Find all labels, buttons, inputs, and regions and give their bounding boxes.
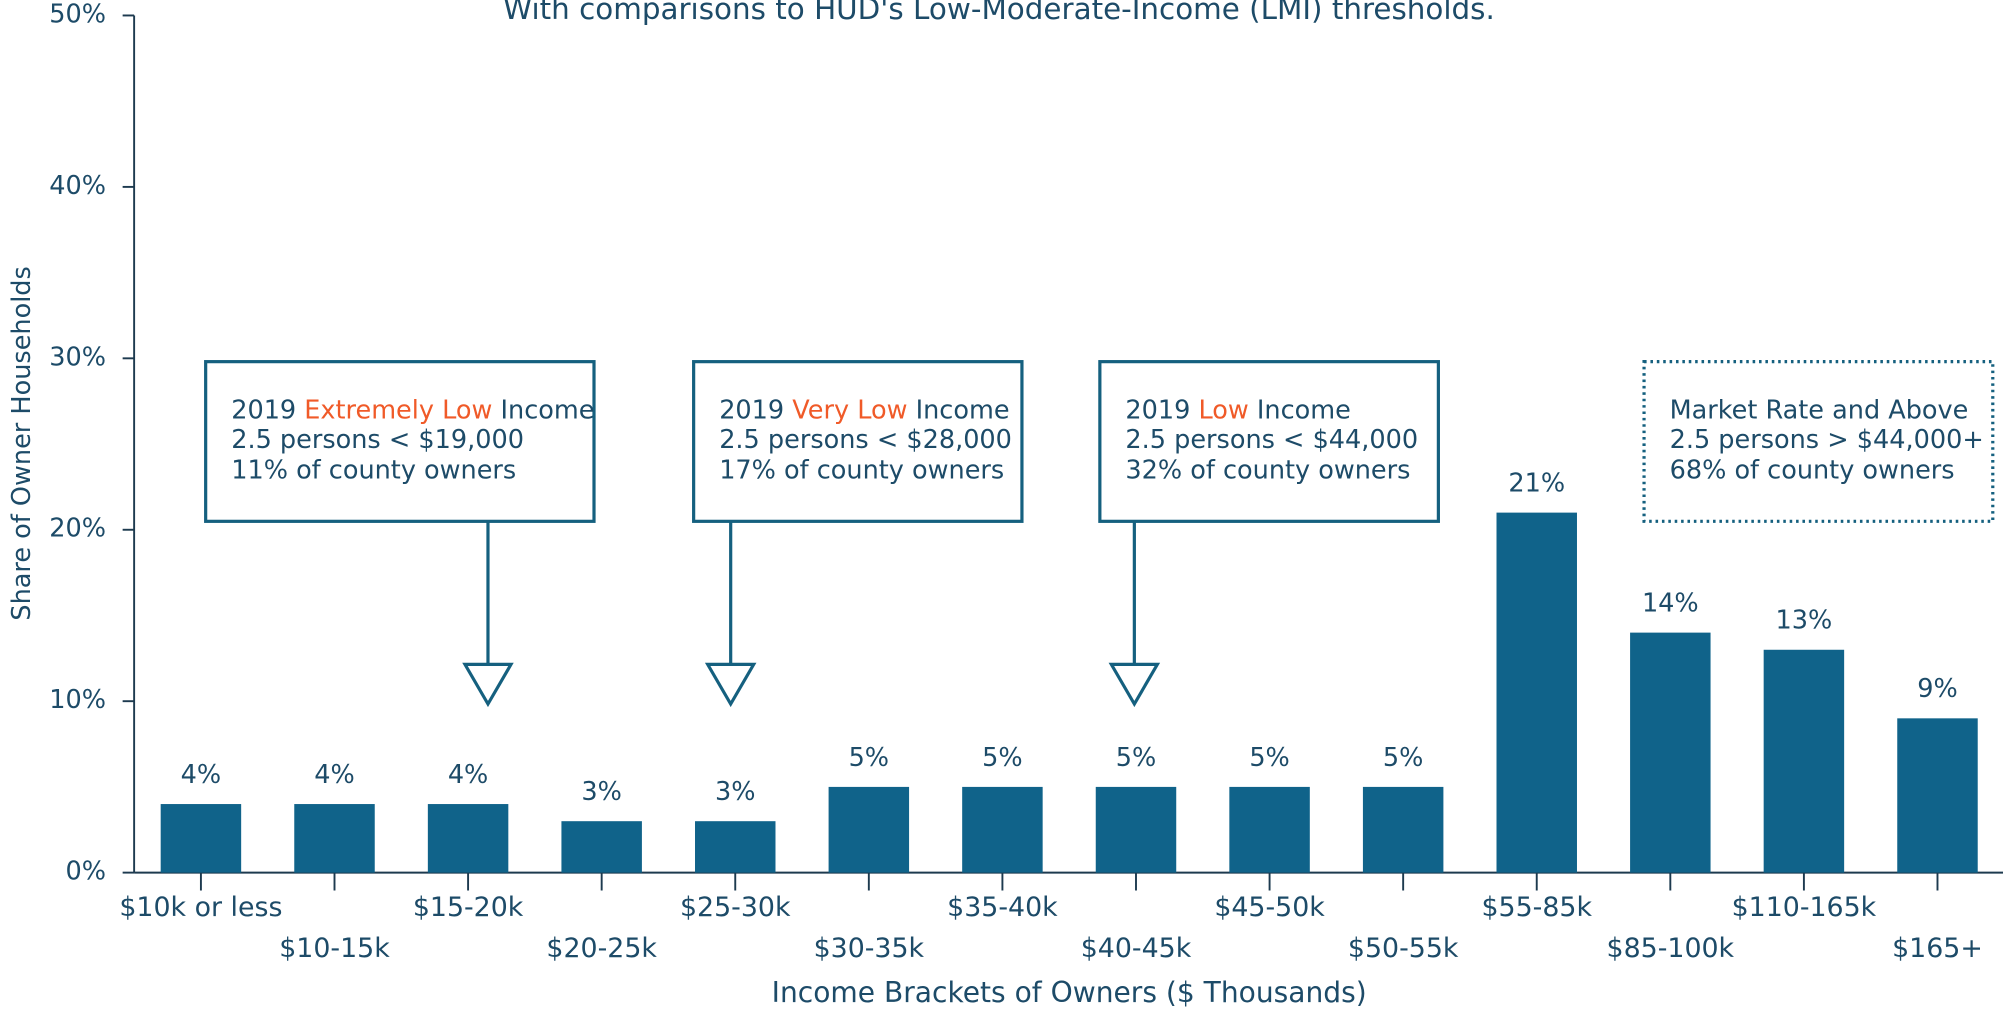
x-tick-label: $165+ bbox=[1892, 933, 1983, 964]
annotation-arrowhead bbox=[1108, 662, 1161, 708]
bar bbox=[561, 821, 642, 873]
x-tick-label: $15-20k bbox=[413, 892, 524, 923]
value-label: 5% bbox=[982, 743, 1023, 773]
bar bbox=[427, 804, 509, 873]
annotation-title: Market Rate and Above bbox=[1670, 395, 1969, 425]
annotation-line: 2.5 persons > $44,000+ bbox=[1670, 425, 1984, 455]
annotation-line: 2.5 persons < $28,000 bbox=[719, 425, 1012, 455]
bar bbox=[294, 804, 375, 873]
annotation-line: 2.5 persons < $19,000 bbox=[231, 425, 524, 455]
bar bbox=[695, 821, 776, 873]
value-label: 4% bbox=[314, 760, 355, 790]
annotation-box bbox=[1642, 360, 1995, 523]
x-tick-label: $45-50k bbox=[1214, 892, 1325, 923]
x-tick-label: $40-45k bbox=[1081, 933, 1192, 964]
bar bbox=[1229, 786, 1310, 873]
value-label: 21% bbox=[1508, 469, 1565, 499]
value-label: 5% bbox=[1116, 743, 1157, 773]
x-tick-label: $30-35k bbox=[814, 933, 925, 964]
bar bbox=[1763, 649, 1845, 873]
annotation-arrowhead bbox=[704, 662, 757, 708]
annotation-arrowhead bbox=[462, 662, 514, 708]
annotation-line: 68% of county owners bbox=[1670, 456, 1955, 486]
bar bbox=[1095, 786, 1177, 873]
annotation-title-part: Income bbox=[1249, 395, 1351, 425]
value-label: 4% bbox=[448, 760, 489, 790]
x-tick-label: $50-55k bbox=[1348, 933, 1459, 964]
annotation-title: 2019 Low Income bbox=[1125, 395, 1350, 425]
annotation-box bbox=[692, 360, 1024, 523]
annotation-title-part: Income bbox=[907, 395, 1009, 425]
y-axis-label: Share of Owner Households bbox=[7, 266, 37, 620]
bar bbox=[828, 786, 910, 873]
annotation-box bbox=[204, 360, 596, 523]
annotation-line: 11% of county owners bbox=[231, 456, 516, 486]
value-label: 5% bbox=[1249, 743, 1290, 773]
bar bbox=[1630, 632, 1711, 873]
bar bbox=[1496, 512, 1577, 873]
value-label: 3% bbox=[581, 777, 622, 807]
annotation-title-part: 2019 bbox=[231, 395, 304, 425]
x-tick-label: $25-30k bbox=[680, 892, 791, 923]
y-tick-label: 30% bbox=[49, 342, 106, 372]
annotation-line: 17% of county owners bbox=[719, 456, 1004, 486]
value-label: 5% bbox=[849, 743, 890, 773]
value-label: 13% bbox=[1776, 606, 1833, 636]
value-label: 9% bbox=[1917, 674, 1958, 704]
y-tick-label: 40% bbox=[49, 171, 106, 201]
x-tick-label: $110-165k bbox=[1732, 892, 1877, 923]
annotation-box bbox=[1098, 360, 1440, 523]
x-tick-label: $10-15k bbox=[279, 933, 390, 964]
annotation-title: 2019 Very Low Income bbox=[719, 395, 1009, 425]
bar bbox=[1897, 718, 1978, 873]
x-tick-label: $55-85k bbox=[1481, 892, 1592, 923]
annotation-title-part: Income bbox=[492, 395, 594, 425]
bar bbox=[160, 804, 242, 873]
y-tick-label: 0% bbox=[66, 857, 107, 887]
y-tick-label: 50% bbox=[49, 0, 106, 29]
x-tick-label: $20-25k bbox=[546, 933, 657, 964]
annotation-line: 32% of county owners bbox=[1125, 456, 1410, 486]
value-label: 4% bbox=[181, 760, 222, 790]
annotation-title-part: Very Low bbox=[792, 395, 907, 425]
value-label: 5% bbox=[1383, 743, 1424, 773]
bar bbox=[1362, 786, 1444, 873]
x-axis-label: Income Brackets of Owners ($ Thousands) bbox=[772, 976, 1367, 1009]
annotation-title-part: 2019 bbox=[719, 395, 792, 425]
y-tick-label: 20% bbox=[49, 514, 106, 544]
annotation-title-part: Market Rate and Above bbox=[1670, 395, 1969, 425]
annotation-line: 2.5 persons < $44,000 bbox=[1125, 425, 1418, 455]
x-tick-label: $35-40k bbox=[947, 892, 1058, 923]
annotation-title-part: Extremely Low bbox=[304, 395, 492, 425]
bar bbox=[962, 786, 1043, 873]
annotation-title: 2019 Extremely Low Income bbox=[231, 395, 594, 425]
x-tick-label: $85-100k bbox=[1607, 933, 1735, 964]
annotation-title-part: 2019 bbox=[1125, 395, 1198, 425]
chart-subtitle: With comparisons to HUD's Low-Moderate-I… bbox=[503, 0, 1495, 26]
y-tick-label: 10% bbox=[49, 685, 106, 715]
value-label: 3% bbox=[715, 777, 756, 807]
x-tick-label: $10k or less bbox=[119, 892, 282, 923]
annotation-title-part: Low bbox=[1199, 395, 1249, 425]
value-label: 14% bbox=[1642, 589, 1699, 619]
